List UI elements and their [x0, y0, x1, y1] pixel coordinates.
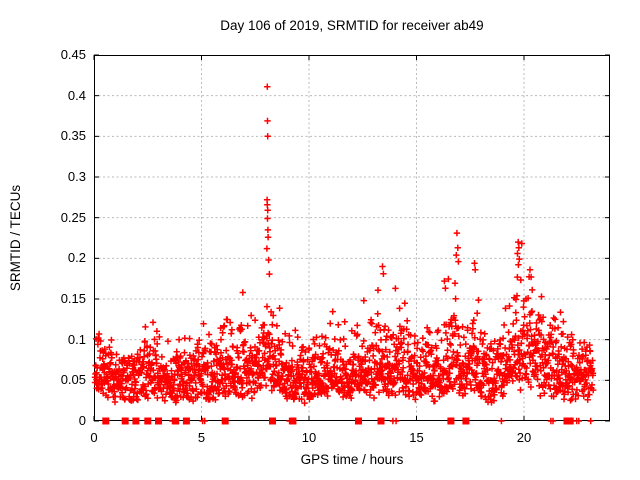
y-tick-label: 0.25	[60, 209, 86, 225]
plot-border	[94, 55, 610, 421]
y-tick-label: 0.2	[67, 250, 86, 266]
x-axis-title: GPS time / hours	[300, 452, 404, 467]
x-tick-label: 20	[516, 430, 532, 445]
chart-title: Day 106 of 2019, SRMTID for receiver ab4…	[220, 18, 484, 33]
scatter-outliers	[239, 83, 535, 304]
y-tick-label: 0	[78, 413, 86, 428]
y-tick-label: 0.05	[60, 372, 86, 388]
y-tick-label: 0.35	[60, 128, 86, 144]
y-tick-label: 0.3	[67, 169, 86, 184]
zero-squares	[102, 417, 574, 425]
x-tick-label: 5	[197, 430, 206, 445]
y-tick-label: 0.1	[67, 331, 86, 347]
x-tick-label: 0	[90, 430, 98, 445]
y-tick-label: 0.15	[60, 291, 86, 306]
x-tick-label: 10	[301, 430, 317, 445]
x-tick-label: 15	[409, 430, 424, 445]
y-tick-label: 0.45	[60, 47, 86, 62]
scatter-points	[91, 240, 597, 425]
y-tick-label: 0.4	[67, 87, 86, 103]
